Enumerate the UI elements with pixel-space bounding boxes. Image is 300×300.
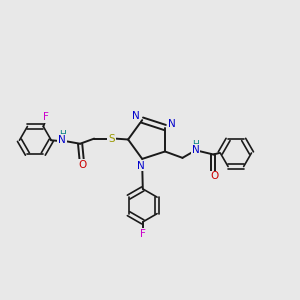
Text: S: S — [108, 134, 115, 144]
Text: N: N — [58, 135, 66, 145]
Text: N: N — [137, 160, 145, 170]
Text: F: F — [43, 112, 49, 122]
Text: F: F — [140, 229, 146, 239]
Text: N: N — [168, 119, 176, 129]
Text: H: H — [59, 130, 65, 139]
Text: N: N — [192, 145, 200, 155]
Text: N: N — [132, 112, 140, 122]
Text: H: H — [192, 140, 199, 149]
Text: O: O — [210, 171, 218, 182]
Text: O: O — [78, 160, 87, 170]
